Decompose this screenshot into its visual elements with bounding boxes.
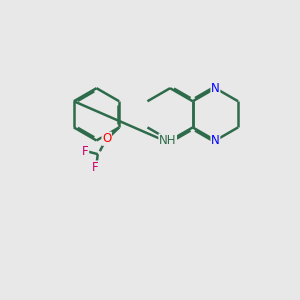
Text: F: F [92,161,99,174]
Text: N: N [211,134,220,147]
Text: O: O [102,132,111,145]
Text: F: F [82,145,88,158]
Text: NH: NH [159,134,176,147]
Text: N: N [211,82,220,95]
Text: N: N [166,134,175,147]
